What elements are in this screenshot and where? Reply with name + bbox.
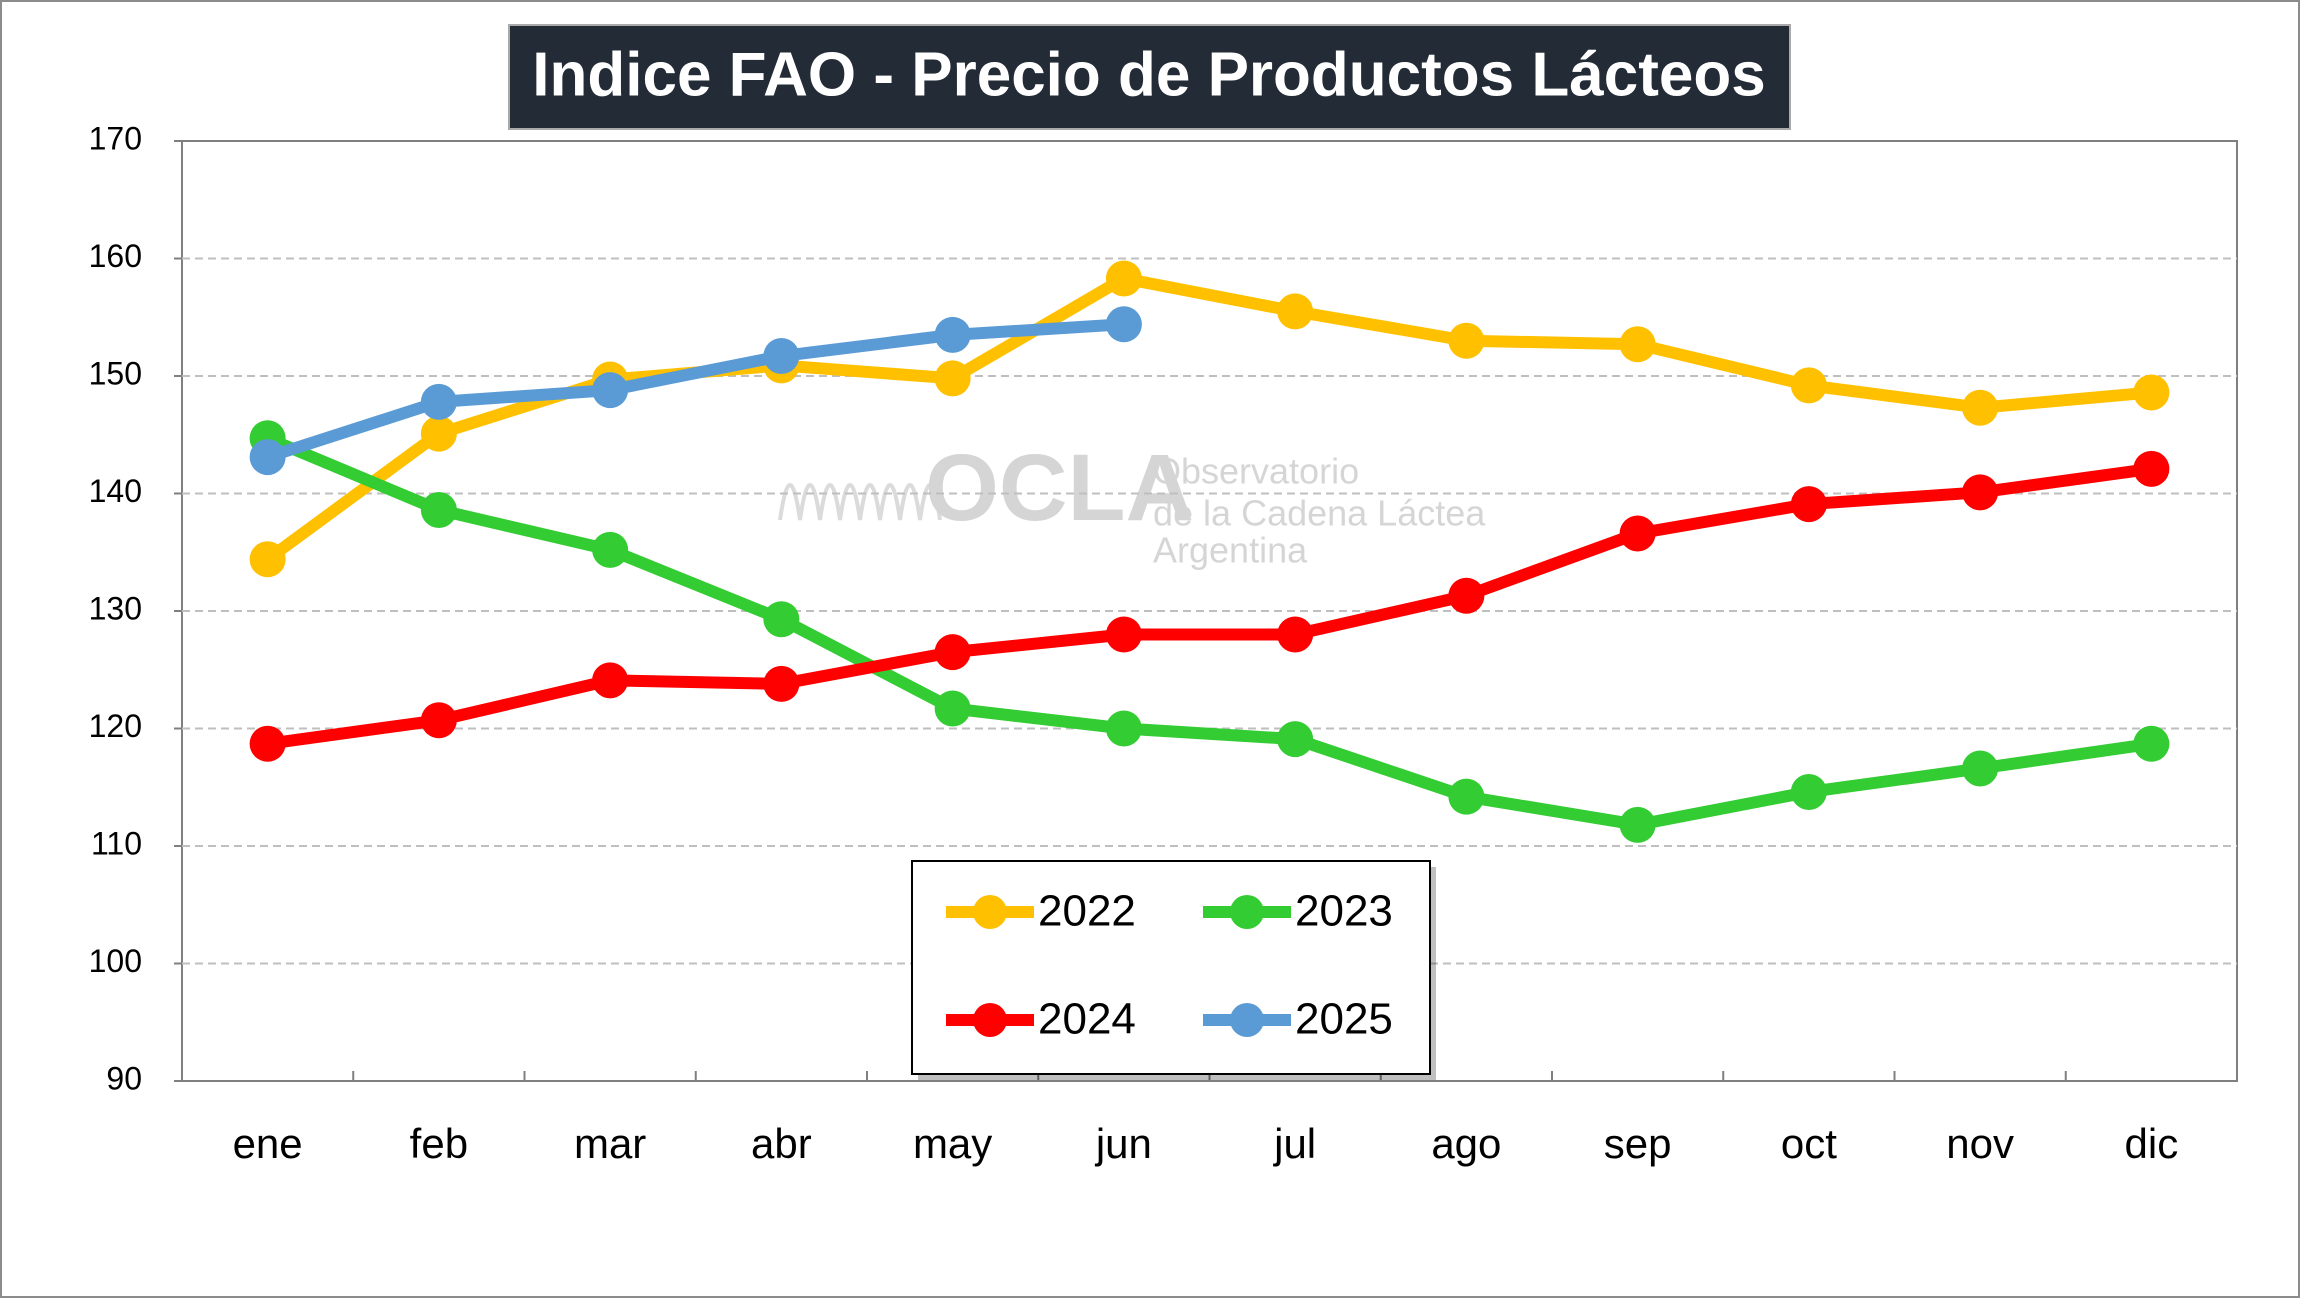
title-box [508, 24, 1791, 130]
point [1448, 778, 1485, 815]
point [1619, 515, 1656, 552]
x-tick-label: ago [1431, 1120, 1501, 1167]
legend-box [911, 860, 1431, 1075]
point [763, 338, 800, 375]
series-line [266, 462, 2153, 750]
point [934, 360, 971, 397]
watermark-text: Observatorio [1153, 451, 1359, 492]
watermark-logo [778, 483, 942, 521]
point [934, 316, 971, 353]
x-tick-label: dic [2125, 1120, 2179, 1167]
point [2133, 374, 2170, 411]
x-tick-label: mar [574, 1120, 646, 1167]
point [592, 662, 629, 699]
point [1105, 616, 1142, 653]
point [1277, 616, 1314, 653]
y-tick-label: 130 [89, 590, 142, 626]
point [1277, 293, 1314, 330]
legend-marker [973, 1003, 1007, 1037]
legend-label: 2022 [1038, 887, 1136, 936]
y-tick-label: 110 [91, 825, 142, 861]
y-tick-label: 120 [89, 708, 142, 744]
point [934, 690, 971, 727]
point [1105, 710, 1142, 747]
x-tick-label: feb [410, 1120, 468, 1167]
point [1105, 260, 1142, 297]
legend-marker [1230, 1003, 1264, 1037]
point [763, 665, 800, 702]
watermark-text: OCLA [925, 435, 1194, 541]
point [2133, 450, 2170, 487]
y-tick-label: 140 [89, 473, 142, 509]
point [249, 439, 286, 476]
point [249, 541, 286, 578]
point [1619, 326, 1656, 363]
legend-marker [973, 895, 1007, 929]
x-tick-label: sep [1604, 1120, 1672, 1167]
x-tick-label: ene [233, 1120, 303, 1167]
y-tick-label: 90 [106, 1060, 142, 1096]
x-tick-label: may [913, 1120, 992, 1167]
point [1448, 577, 1485, 614]
point [934, 634, 971, 671]
x-tick-label: nov [1946, 1120, 2014, 1167]
point [1790, 367, 1827, 404]
legend-label: 2023 [1295, 887, 1393, 936]
point [2133, 725, 2170, 762]
y-tick-label: 150 [89, 355, 142, 391]
point [1962, 474, 1999, 511]
legend-marker [1230, 895, 1264, 929]
lines [249, 260, 2170, 843]
point [420, 491, 457, 528]
point [592, 531, 629, 568]
watermark-text: de la Cadena Láctea [1153, 493, 1486, 534]
chart-title: Indice FAO - Precio de Productos Lácteos [532, 40, 1765, 109]
watermark: OCLA Observatorio de la Cadena Láctea Ar… [778, 435, 1486, 571]
point [1962, 750, 1999, 787]
point [1619, 806, 1656, 843]
legend-label: 2025 [1295, 995, 1393, 1044]
point [420, 702, 457, 739]
x-tick-label: abr [751, 1120, 812, 1167]
y-tick-label: 100 [89, 943, 142, 979]
point [1790, 773, 1827, 810]
point [249, 725, 286, 762]
series-line [265, 432, 2153, 831]
point [763, 601, 800, 638]
point [1277, 721, 1314, 758]
legend: 2022 2023 2024 2025 [911, 860, 1436, 1080]
watermark-text: Argentina [1153, 530, 1308, 571]
point [420, 383, 457, 420]
y-tick-label: 170 [89, 120, 142, 156]
point [420, 415, 457, 452]
point [1105, 306, 1142, 343]
point [1448, 322, 1485, 359]
point [592, 372, 629, 409]
x-tick-label: oct [1781, 1120, 1837, 1167]
x-tick-label: jul [1272, 1120, 1316, 1167]
legend-label: 2024 [1038, 995, 1136, 1044]
grid: 90 100 110 120 130 140 150 160 170 ene feb mar abr ma… [89, 120, 2237, 1167]
point [1962, 389, 1999, 426]
point [1790, 486, 1827, 523]
y-tick-label: 160 [89, 238, 142, 274]
series-line [265, 318, 1125, 463]
x-tick-label: jun [1094, 1120, 1152, 1167]
